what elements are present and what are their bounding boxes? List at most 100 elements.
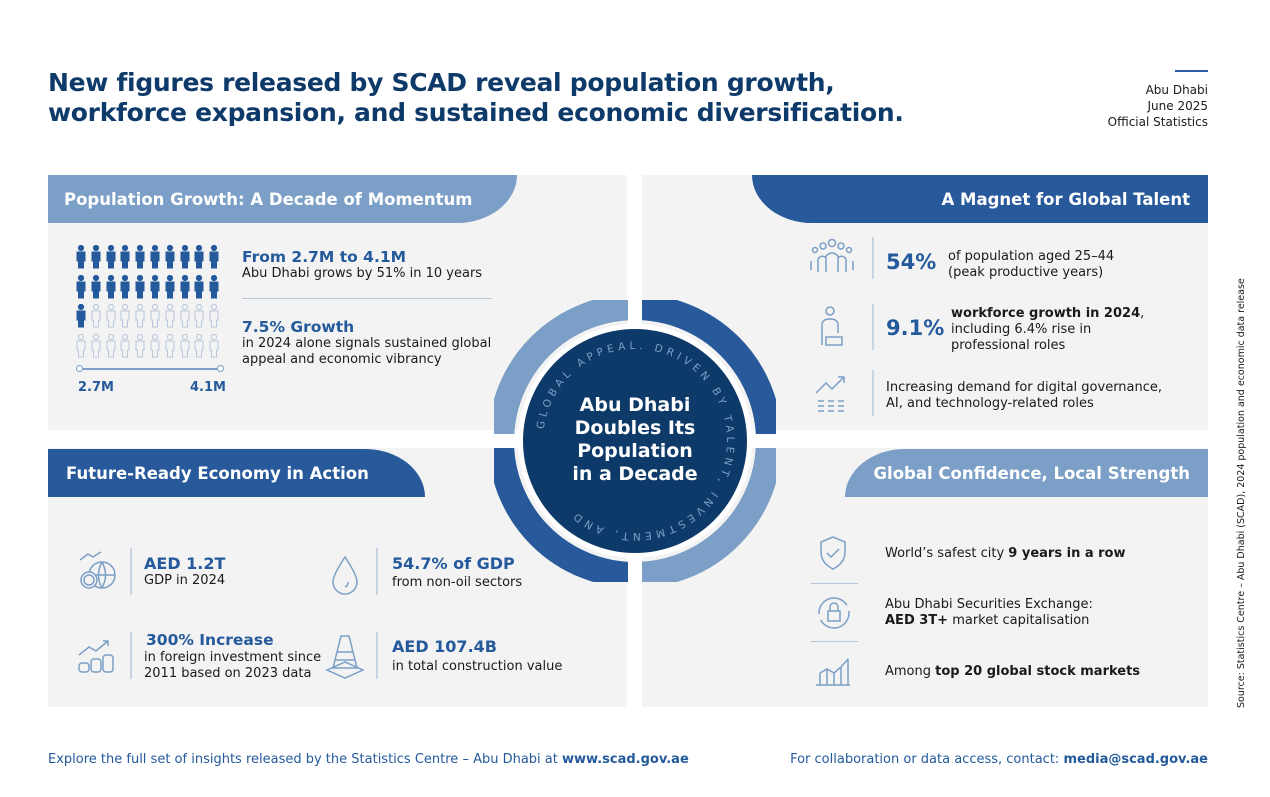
securities-exchange-text: Abu Dhabi Securities Exchange: AED 3T+ ma… [885, 597, 1093, 628]
person-icon [135, 304, 145, 328]
investment-growth-icon [76, 637, 118, 679]
divider [376, 548, 378, 595]
person-icon [91, 245, 101, 269]
page-title: New figures released by SCAD reveal popu… [48, 68, 904, 127]
divider [811, 583, 858, 584]
person-icon [165, 333, 175, 357]
person-icon [165, 245, 175, 269]
confidence-heading: Global Confidence, Local Strength [845, 449, 1208, 497]
person-icon [135, 333, 145, 357]
talent-stat2-text: workforce growth in 2024, including 6.4% … [951, 306, 1145, 353]
talent-stat1-value: 54% [886, 250, 937, 274]
person-icon [135, 274, 145, 298]
scale-start-label: 2.7M [78, 380, 114, 395]
person-icon [209, 304, 219, 328]
person-icon [91, 333, 101, 357]
person-icon [194, 274, 204, 298]
person-icon [150, 333, 160, 357]
person-icon [76, 333, 86, 357]
person-icon [209, 245, 219, 269]
divider [376, 632, 378, 679]
release-meta: Abu Dhabi June 2025 Official Statistics [1108, 70, 1208, 130]
person-icon [106, 304, 116, 328]
person-icon [180, 245, 190, 269]
scale-start-dot [76, 365, 83, 372]
person-icon [180, 333, 190, 357]
person-icon [209, 274, 219, 298]
person-icon [91, 304, 101, 328]
non-oil-value: 54.7% of GDP [392, 554, 515, 573]
talent-stat2-value: 9.1% [886, 316, 945, 340]
divider [130, 548, 132, 595]
person-icon [120, 333, 130, 357]
population-stat2-value: 7.5% Growth [242, 318, 355, 336]
email-link[interactable]: media@scad.gov.ae [1063, 752, 1208, 767]
non-oil-text: from non-oil sectors [392, 575, 523, 590]
ring-segment-light [634, 440, 776, 582]
shield-check-icon [818, 535, 848, 575]
person-icon [106, 245, 116, 269]
ring-segment-light [494, 300, 636, 442]
person-icon [165, 304, 175, 328]
economy-heading: Future-Ready Economy in Action [48, 449, 425, 497]
people-group-icon [808, 238, 856, 278]
talent-stat3-text: Increasing demand for digital governance… [886, 380, 1163, 411]
population-stat2-text: in 2024 alone signals sustained global ap… [242, 336, 492, 367]
person-icon [194, 304, 204, 328]
person-icon [91, 274, 101, 298]
center-emblem: GLOBAL APPEAL. DRIVEN BY TALENT, INVESTM… [494, 300, 776, 582]
source-note: Source: Statistics Centre – Abu Dhabi (S… [1236, 278, 1247, 708]
population-heading: Population Growth: A Decade of Momentum [48, 175, 517, 223]
talent-heading: A Magnet for Global Talent [752, 175, 1208, 223]
lock-icon [816, 595, 852, 635]
stock-chart-icon [814, 655, 852, 691]
growth-chart-icon [814, 373, 852, 419]
person-icon [150, 274, 160, 298]
population-stat1-text: Abu Dhabi grows by 51% in 10 years [242, 266, 483, 281]
divider [872, 237, 874, 279]
oil-drop-icon [330, 555, 360, 599]
investment-value: 300% Increase [146, 631, 274, 649]
person-icon [194, 245, 204, 269]
talent-stat1-text: of population aged 25–44 (peak productive… [948, 249, 1115, 280]
person-icon [150, 245, 160, 269]
person-icon [120, 274, 130, 298]
person-icon [120, 245, 130, 269]
scale-bar [78, 368, 222, 370]
divider [242, 298, 492, 299]
person-icon [209, 333, 219, 357]
person-icon [106, 274, 116, 298]
scale-end-dot [217, 365, 224, 372]
center-title-line: in a Decade [572, 463, 697, 485]
inner-circle [523, 329, 747, 553]
person-icon [120, 304, 130, 328]
construction-text: in total construction value [392, 659, 563, 674]
person-icon [106, 333, 116, 357]
investment-text: in foreign investment since 2011 based on… [144, 650, 322, 681]
website-link[interactable]: www.scad.gov.ae [562, 752, 689, 767]
person-icon [180, 304, 190, 328]
globe-coin-icon [76, 550, 118, 596]
divider [130, 632, 132, 679]
worker-desk-icon [818, 305, 846, 351]
person-icon [150, 304, 160, 328]
person-icon [135, 245, 145, 269]
gdp-value: AED 1.2T [144, 554, 226, 573]
stock-markets-text: Among top 20 global stock markets [885, 664, 1141, 679]
person-icon [165, 274, 175, 298]
footer-contact: For collaboration or data access, contac… [790, 752, 1208, 767]
safest-city-text: World’s safest city 9 years in a row [885, 546, 1126, 561]
person-icon [180, 274, 190, 298]
center-title-line: Population [577, 440, 693, 462]
center-title-line: Doubles Its [575, 417, 696, 439]
population-stat1-value: From 2.7M to 4.1M [242, 248, 407, 266]
person-icon [194, 333, 204, 357]
center-title-line: Abu Dhabi [580, 394, 691, 416]
person-icon [76, 274, 86, 298]
divider [872, 304, 874, 350]
construction-value: AED 107.4B [392, 637, 497, 656]
scale-end-label: 4.1M [190, 380, 226, 395]
divider [872, 370, 874, 416]
footer-explore: Explore the full set of insights release… [48, 752, 689, 767]
person-icon [76, 245, 86, 269]
